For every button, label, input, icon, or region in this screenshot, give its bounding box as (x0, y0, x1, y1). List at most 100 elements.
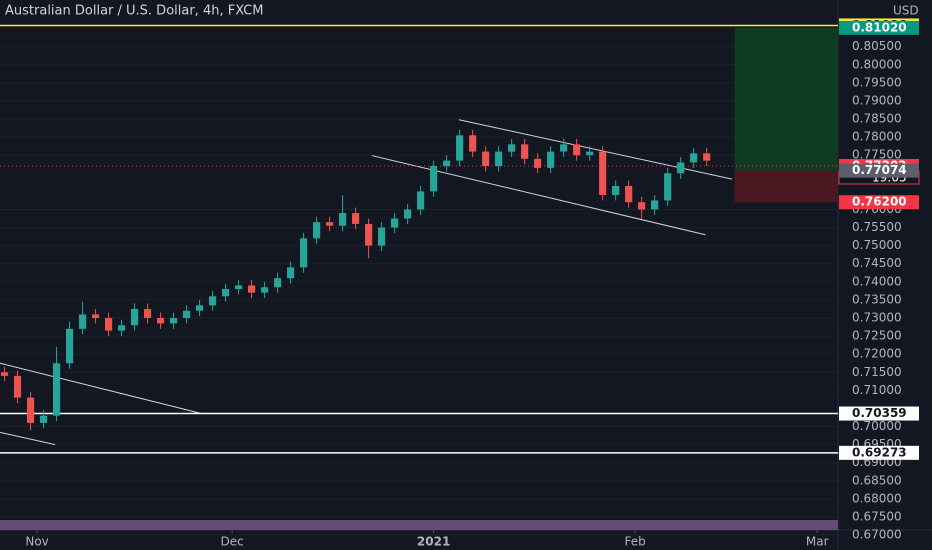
candle-body (274, 278, 282, 288)
price-label-box (839, 163, 919, 178)
y-tick-label: 0.70000 (852, 419, 902, 433)
candle-body (78, 314, 87, 329)
candle-body (586, 151, 594, 156)
price-label: 0.76200 (852, 195, 907, 209)
price-label-box (839, 20, 919, 35)
price-label-box (839, 195, 919, 210)
candle-body (39, 415, 48, 423)
trend-line (0, 362, 203, 415)
y-tick-label: 0.73500 (852, 292, 902, 306)
candle-body (495, 151, 503, 167)
candle-body (456, 135, 464, 161)
candle-body (638, 202, 646, 210)
candle-body (469, 135, 477, 152)
y-tick-label: 0.75500 (852, 220, 902, 234)
y-tick-label: 0.67500 (852, 509, 902, 523)
candle-body (65, 328, 74, 364)
candle-body (573, 144, 581, 156)
candle-body (183, 310, 191, 318)
candle-body (209, 296, 217, 306)
candle-body (352, 213, 360, 224)
x-tick-label: Nov (25, 535, 48, 549)
candle-body (130, 308, 139, 326)
x-tick-label: 2021 (417, 535, 450, 549)
y-tick-label: 0.74000 (852, 274, 902, 288)
candle-body (222, 289, 230, 297)
candle-body (703, 153, 711, 161)
trend-line (458, 119, 733, 180)
candle-body (599, 151, 607, 195)
candle-body (391, 218, 399, 228)
candle-body (326, 222, 334, 226)
candle-body (287, 267, 295, 279)
candle-body (404, 209, 412, 219)
candle-body (339, 213, 347, 226)
price-label-box (839, 406, 919, 421)
price-label: 0.69273 (852, 445, 907, 459)
candle-body (157, 318, 165, 324)
trend-line (0, 431, 56, 446)
y-tick-label: 0.78000 (852, 130, 902, 144)
candle-body (117, 325, 126, 331)
candle-body (196, 305, 204, 311)
candle-body (508, 144, 516, 152)
price-label: 0.70359 (852, 406, 907, 420)
y-tick-label: 0.77500 (852, 148, 902, 162)
candle-body (677, 162, 685, 174)
candle-body (664, 173, 672, 201)
candle-body (443, 160, 451, 167)
candle-body (651, 200, 659, 210)
y-tick-label: 0.79500 (852, 75, 902, 89)
candle-body (248, 285, 256, 293)
candle-body (0, 372, 9, 376)
x-tick-label: Feb (625, 535, 646, 549)
trend-line (371, 155, 706, 236)
candle-body (261, 287, 269, 293)
candle-body (430, 166, 438, 192)
y-tick-label: 0.80000 (852, 57, 902, 71)
candle-body (378, 227, 386, 246)
y-tick-label: 0.67000 (852, 528, 902, 542)
candle-body (235, 285, 243, 290)
candle-body (365, 223, 373, 246)
y-tick-label: 0.68500 (852, 473, 902, 487)
candle-body (612, 185, 620, 195)
candle-body (521, 144, 529, 159)
candle-body (104, 318, 113, 331)
candle-body (13, 375, 22, 398)
candle-body (26, 397, 35, 423)
candle-body (534, 158, 542, 168)
y-tick-label: 0.74500 (852, 256, 902, 270)
y-tick-label: 0.68000 (852, 491, 902, 505)
candle-body (547, 151, 555, 168)
y-tick-label: 0.73000 (852, 311, 902, 325)
currency-label: USD (893, 4, 919, 18)
candle-body (170, 318, 178, 324)
y-tick-label: 0.72000 (852, 347, 902, 361)
candle-body (417, 191, 425, 210)
candle-body (300, 238, 308, 268)
price-label: 0.77074 (852, 163, 907, 177)
candle-body (91, 314, 100, 318)
candle-body (313, 222, 321, 239)
chart-title: Australian Dollar / U.S. Dollar, 4h, FXC… (5, 4, 263, 19)
candle-body (690, 153, 698, 163)
candle-body (625, 185, 633, 203)
candle-body (144, 308, 152, 318)
y-tick-label: 0.71000 (852, 383, 902, 397)
y-tick-label: 0.71500 (852, 365, 902, 379)
indicator-strip (0, 520, 838, 530)
y-tick-label: 0.72500 (852, 329, 902, 343)
y-tick-label: 0.75000 (852, 238, 902, 252)
candle-body (482, 151, 490, 167)
candle-body (560, 144, 568, 152)
candle-body (52, 363, 61, 416)
x-tick-label: Mar (806, 535, 829, 549)
target-zone (734, 27, 838, 171)
y-tick-label: 0.80500 (852, 39, 902, 53)
y-tick-label: 0.79000 (852, 93, 902, 107)
y-tick-label: 0.78500 (852, 112, 902, 126)
stop-zone (734, 170, 838, 203)
x-tick-label: Dec (220, 535, 243, 549)
